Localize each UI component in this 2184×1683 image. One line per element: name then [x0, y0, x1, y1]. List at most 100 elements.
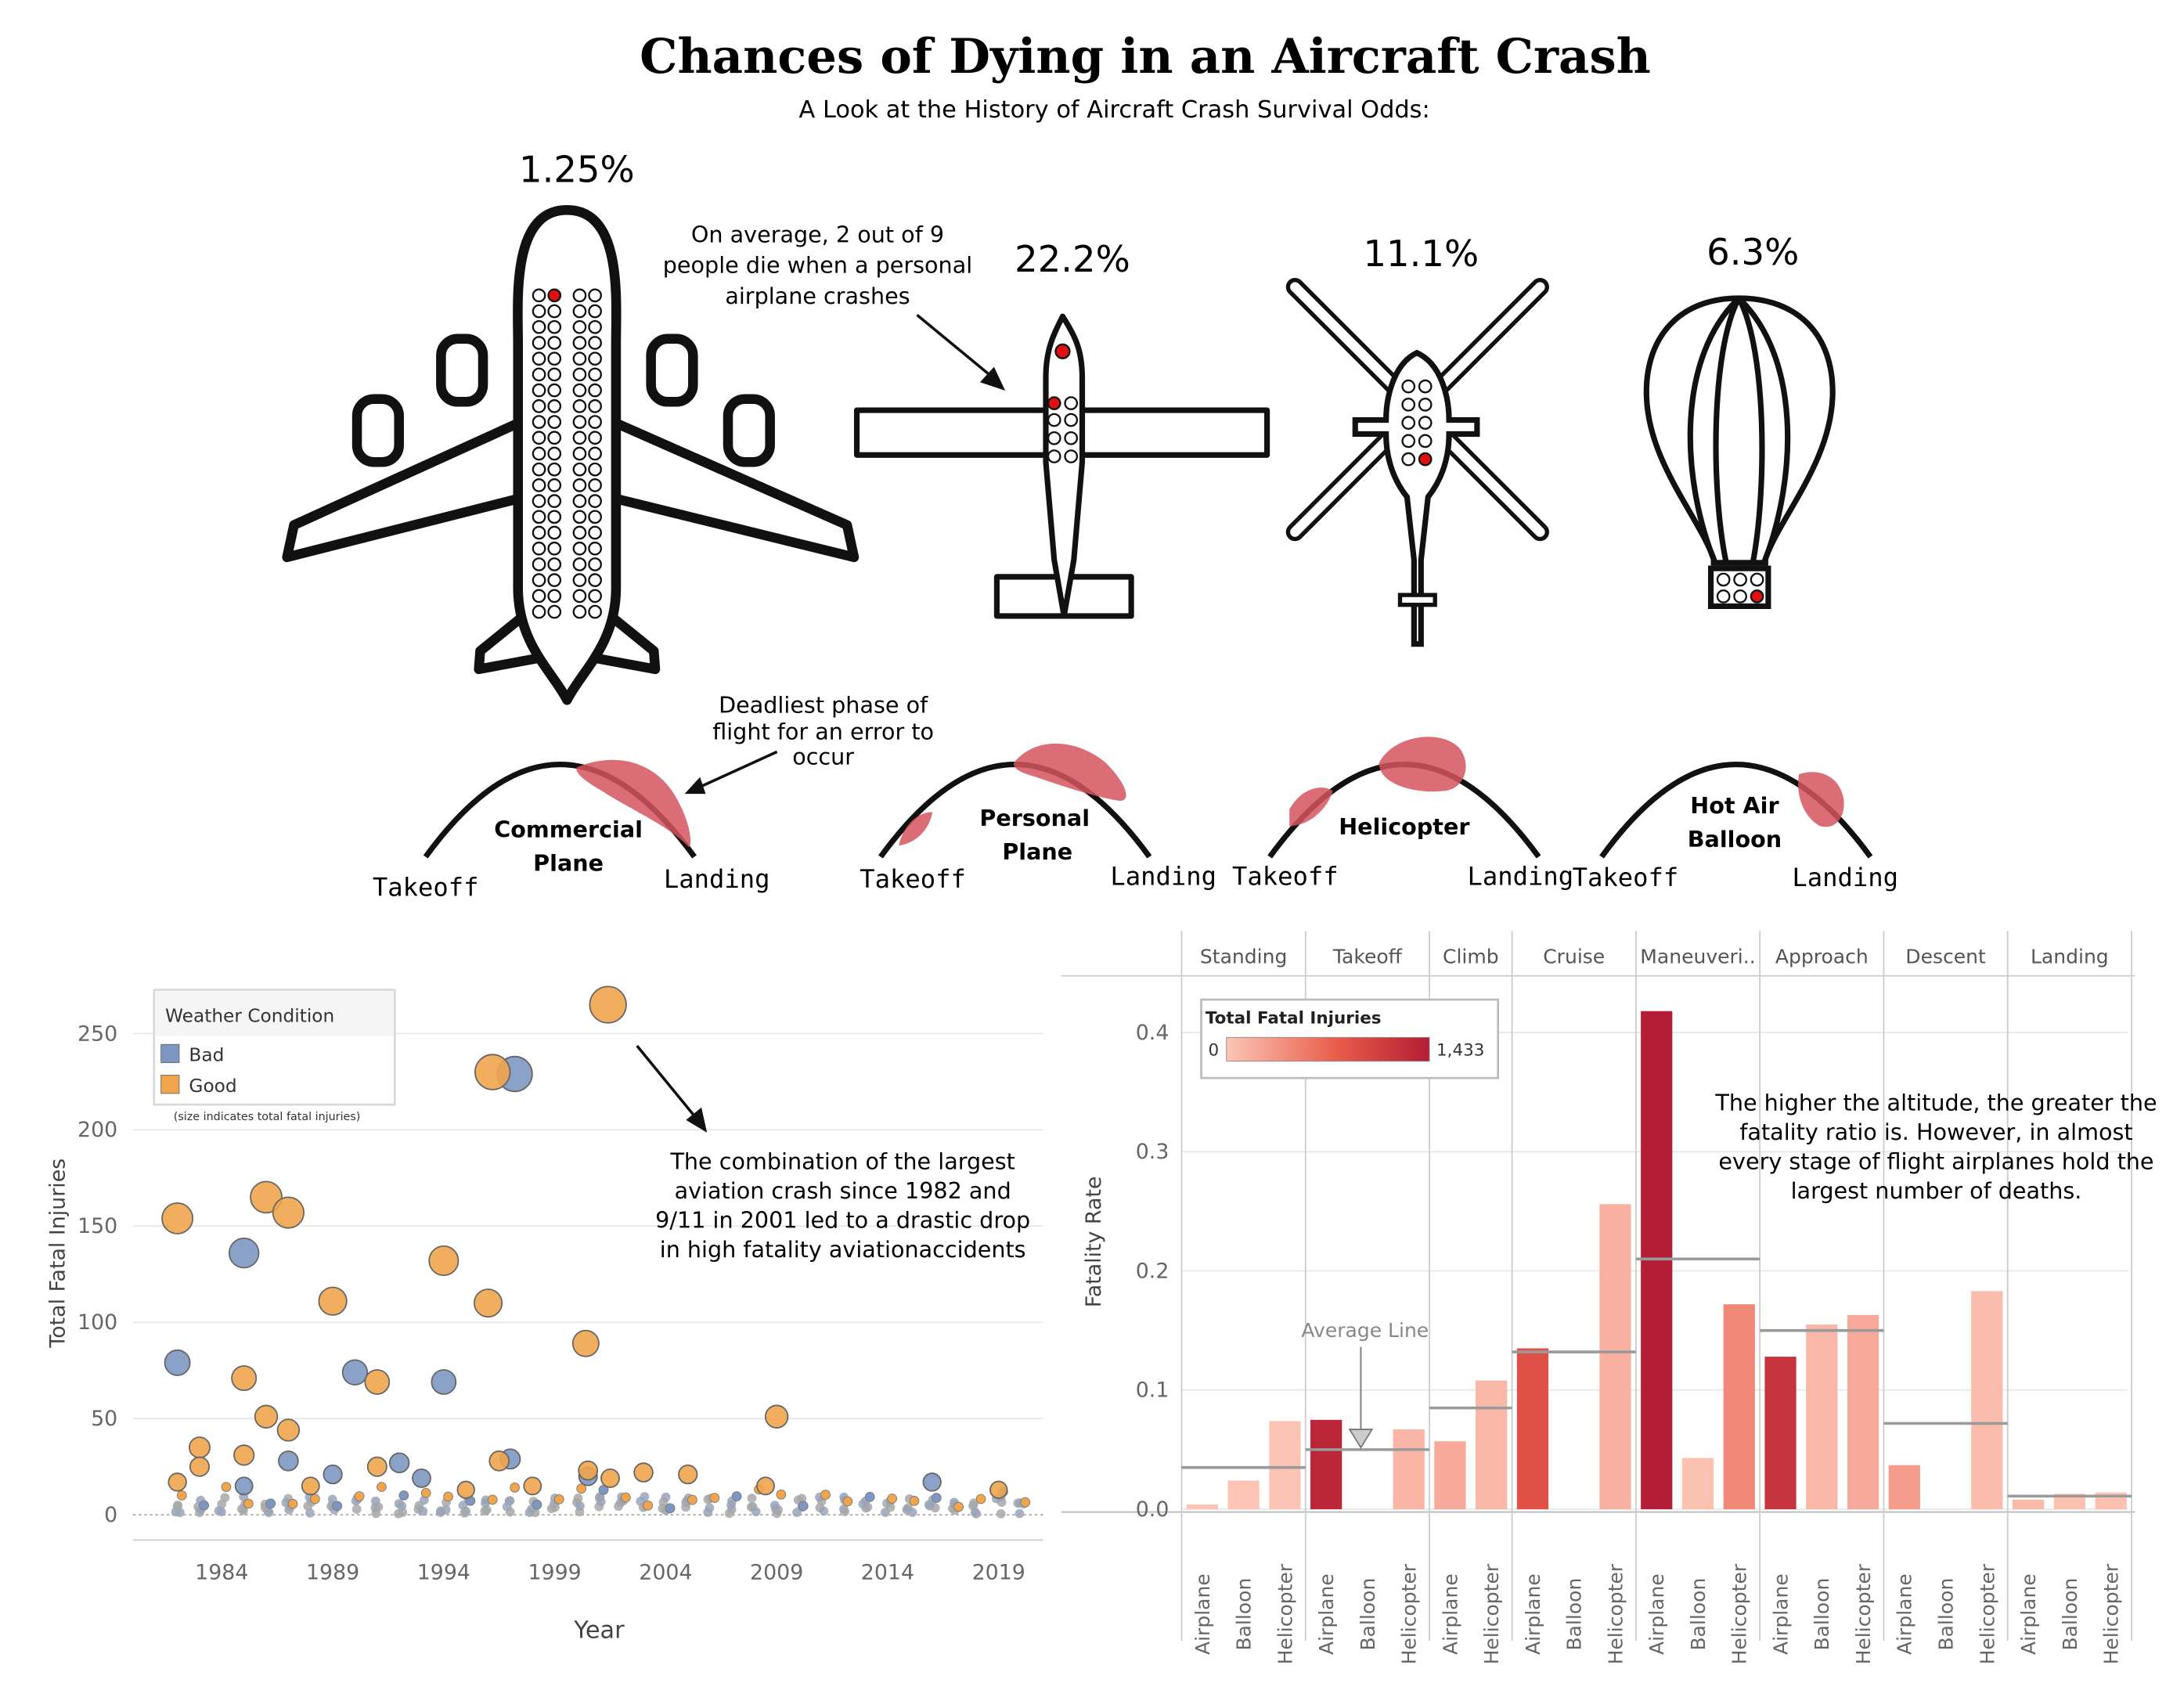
seat-icon — [547, 525, 562, 540]
scatter-point-bad[interactable] — [164, 1349, 191, 1376]
seat-icon — [532, 589, 546, 604]
scatter-point-bad[interactable] — [228, 1237, 260, 1269]
bar-balloon[interactable] — [1227, 1480, 1260, 1510]
bar-balloon[interactable] — [1681, 1458, 1714, 1510]
seat-icon — [532, 541, 546, 556]
bar-balloon[interactable] — [2053, 1494, 2085, 1510]
bar-airplane[interactable] — [1186, 1504, 1218, 1510]
scatter-point-good[interactable] — [456, 1480, 475, 1499]
scatter-point-good[interactable] — [318, 1286, 348, 1316]
scatter-point-bad[interactable] — [341, 1359, 369, 1386]
bar-helicopter[interactable] — [1599, 1204, 1631, 1510]
x-tick-label: 1989 — [306, 1560, 359, 1584]
scatter-point-good[interactable] — [188, 1436, 211, 1459]
bar-helicopter[interactable] — [1971, 1291, 2003, 1510]
seat-icon — [1418, 416, 1433, 430]
seat-icon — [588, 589, 602, 604]
x-tick-label: 1999 — [528, 1560, 582, 1584]
bar-balloon[interactable] — [1806, 1324, 1838, 1510]
takeoff-label: Takeoff — [1232, 861, 1339, 891]
bar-helicopter[interactable] — [1723, 1304, 1755, 1510]
bar-airplane[interactable] — [1764, 1357, 1797, 1510]
bar-helicopter[interactable] — [1393, 1429, 1425, 1510]
seat-icon — [532, 604, 546, 619]
bar-airplane[interactable] — [1888, 1465, 1920, 1510]
bar-airplane[interactable] — [2012, 1499, 2045, 1510]
bar-helicopter[interactable] — [1269, 1421, 1301, 1510]
scatter-point-good[interactable] — [756, 1476, 775, 1496]
annotation-line: The higher the altitude, the greater the — [1714, 1089, 2157, 1115]
bar-helicopter[interactable] — [1476, 1380, 1508, 1510]
hot-air-balloon-pct: 6.3% — [1706, 231, 1799, 273]
scatter-point-good[interactable] — [168, 1472, 187, 1492]
scatter-legend[interactable]: Weather Condition Bad Good (size indicat… — [153, 989, 396, 1123]
scatter-point-good[interactable] — [571, 1329, 600, 1357]
scatter-point-bad[interactable] — [323, 1464, 343, 1485]
scatter-minor-point — [661, 1492, 671, 1502]
scatter-minor-point — [287, 1498, 298, 1509]
bar-airplane[interactable] — [1310, 1419, 1342, 1510]
scatter-point-bad[interactable] — [388, 1452, 410, 1474]
scatter-point-good[interactable] — [233, 1444, 255, 1466]
scatter-point-good[interactable] — [161, 1202, 194, 1234]
scatter-minor-point — [220, 1493, 230, 1503]
scatter-point-good[interactable] — [231, 1365, 258, 1392]
scatter-minor-point — [820, 1490, 831, 1500]
scatter-points — [161, 986, 1008, 1499]
scatter-point-bad[interactable] — [922, 1472, 942, 1492]
scatter-point-good[interactable] — [474, 1288, 503, 1318]
scatter-point-good[interactable] — [600, 1469, 620, 1488]
bar-helicopter[interactable] — [1847, 1314, 1879, 1510]
scatter-point-good[interactable] — [254, 1404, 279, 1429]
average-line-label: Average Line — [1301, 1319, 1429, 1342]
scatter-point-good[interactable] — [301, 1476, 320, 1496]
scatter-point-good[interactable] — [523, 1476, 542, 1496]
phase-aircraft-label: Balloon — [1688, 826, 1782, 852]
y-tick-label: 0 — [104, 1503, 117, 1527]
scatter-minor-point — [310, 1494, 320, 1505]
scatter-point-good[interactable] — [276, 1418, 301, 1442]
seat-icon — [572, 557, 587, 571]
scatter-point-good[interactable] — [989, 1480, 1008, 1499]
x-tick-label: 2019 — [972, 1560, 1025, 1584]
scatter-point-good[interactable] — [488, 1450, 510, 1472]
seat-icon — [547, 431, 562, 445]
scatter-point-good[interactable] — [250, 1180, 283, 1214]
scatter-point-good[interactable] — [428, 1245, 460, 1277]
scatter-point-good[interactable] — [366, 1456, 387, 1477]
scatter-minor-point — [864, 1491, 875, 1502]
scatter-point-bad[interactable] — [412, 1469, 431, 1488]
seat-icon — [1418, 379, 1433, 394]
danger-zone — [1798, 772, 1844, 827]
scatter-point-good[interactable] — [189, 1456, 211, 1477]
scatter-point-good[interactable] — [272, 1196, 305, 1229]
scatter-point-bad[interactable] — [278, 1450, 299, 1472]
scatter-point-good[interactable] — [578, 1460, 599, 1481]
seat-icon — [588, 398, 602, 413]
scatter-minor-point — [354, 1491, 365, 1501]
scatter-minor-point — [216, 1507, 226, 1517]
bar-color-legend[interactable]: Total Fatal Injuries 0 1,433 — [1200, 998, 1500, 1079]
legend-swatch-bad — [160, 1043, 180, 1063]
scatter-minor-point — [332, 1501, 343, 1512]
seat-icon — [532, 557, 546, 571]
scatter-point-good[interactable] — [633, 1462, 654, 1483]
scatter-point-good[interactable] — [764, 1404, 789, 1429]
scatter-point-good[interactable] — [364, 1369, 391, 1395]
scatter-point-bad[interactable] — [431, 1369, 457, 1395]
seat-icon — [547, 336, 562, 350]
scatter-point-good[interactable] — [474, 1054, 511, 1090]
seat-icon — [1047, 413, 1061, 427]
seat-icon — [532, 525, 546, 540]
bar-average-lines — [1181, 1257, 2132, 1498]
color-legend-max: 1,433 — [1436, 1041, 1484, 1061]
seat-icon — [532, 494, 546, 508]
scatter-point-bad[interactable] — [234, 1476, 254, 1496]
annotation-line: flight for an error to — [712, 718, 934, 744]
scatter-point-good[interactable] — [589, 986, 627, 1024]
bar-airplane[interactable] — [1434, 1441, 1466, 1510]
scatter-minor-point — [747, 1494, 757, 1503]
scatter-point-good[interactable] — [678, 1464, 698, 1485]
bar-airplane[interactable] — [1516, 1348, 1549, 1510]
